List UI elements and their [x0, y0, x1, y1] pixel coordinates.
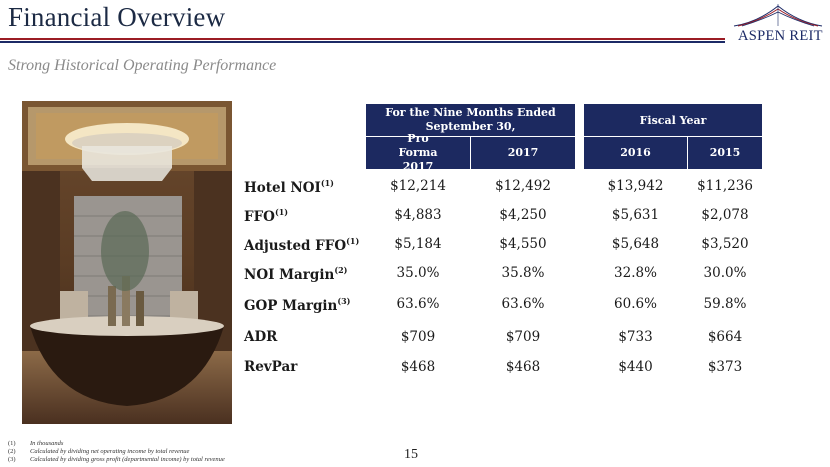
table-cell: 35.0%	[396, 265, 440, 281]
table-cell: $468	[400, 359, 436, 375]
page-subtitle: Strong Historical Operating Performance	[8, 57, 277, 74]
table-cell: $12,214	[390, 178, 446, 194]
table-cell: 63.6%	[501, 296, 545, 312]
hotel-lobby-photo	[22, 101, 232, 424]
column-header-pro-forma-2017: Pro Forma 2017	[366, 132, 470, 173]
table-cell: $4,250	[499, 207, 547, 223]
page-title: Financial Overview	[8, 2, 226, 32]
table-cell: $4,883	[394, 207, 442, 223]
column-header-2016: 2016	[584, 137, 687, 169]
table-cell: 63.6%	[396, 296, 440, 312]
table-cell: $4,550	[499, 236, 547, 252]
table-cell: $11,236	[697, 178, 753, 194]
footnotes: (1) In thousands (2) Calculated by dividin…	[8, 440, 225, 464]
logo-text: ASPEN REIT	[738, 28, 823, 44]
table-cell: 30.0%	[703, 265, 747, 281]
column-header-label: Pro Forma 2017	[398, 132, 438, 173]
table-cell: $5,631	[611, 207, 660, 223]
header-rule-blue	[0, 41, 725, 43]
table-cell: 32.8%	[614, 265, 657, 281]
page-number: 15	[404, 447, 418, 462]
aspen-reit-logo-icon	[733, 4, 823, 27]
table-cell: $5,184	[394, 236, 442, 252]
table-group-header-fiscal-year: Fiscal Year	[584, 104, 762, 136]
column-header-2015: 2015	[688, 137, 762, 169]
table-cell: 60.6%	[614, 296, 657, 312]
table-cell: $709	[505, 329, 541, 345]
table-cell: $2,078	[701, 207, 749, 223]
footnote: (3) Calculated by dividing gross profit (…	[8, 456, 225, 463]
column-header-2017: 2017	[471, 137, 575, 169]
table-cell: $5,648	[611, 236, 660, 252]
header-rule-red	[0, 38, 725, 40]
footnote: (2) Calculated by dividing net operating …	[8, 448, 190, 455]
row-label-ffo: FFO(1)	[244, 207, 289, 225]
row-label-adr: ADR	[244, 329, 278, 345]
table-cell: $373	[707, 359, 743, 375]
table-group-header-nine-months: For the Nine Months Ended September 30,	[366, 104, 575, 136]
table-cell: $468	[505, 359, 541, 375]
row-label-gop-margin: GOP Margin(3)	[244, 296, 351, 314]
table-cell: $733	[618, 329, 653, 345]
row-label-adjusted-ffo: Adjusted FFO(1)	[244, 236, 360, 254]
table-cell: $12,492	[495, 178, 551, 194]
table-cell: $440	[618, 359, 653, 375]
row-label-revpar: RevPar	[244, 359, 298, 375]
footnote: (1) In thousands	[8, 440, 64, 447]
table-cell: 59.8%	[703, 296, 747, 312]
row-label-noi-margin: NOI Margin(2)	[244, 265, 348, 283]
table-cell: $13,942	[607, 178, 664, 194]
row-label-hotel-noi: Hotel NOI(1)	[244, 178, 334, 196]
table-cell: $664	[707, 329, 743, 345]
table-cell: $3,520	[701, 236, 749, 252]
table-cell: $709	[400, 329, 436, 345]
table-cell: 35.8%	[501, 265, 545, 281]
